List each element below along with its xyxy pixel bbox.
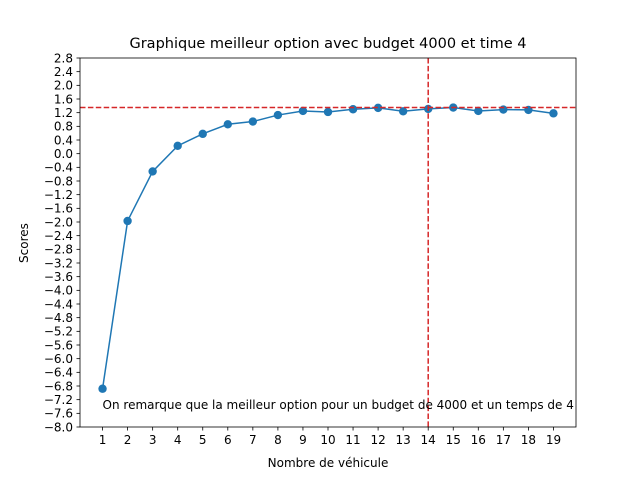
data-point [298,106,308,116]
y-tick-label: 1.6 [54,92,73,106]
y-tick-label: −5.2 [44,325,73,339]
y-tick-label: 2.4 [54,65,73,79]
x-tick-label: 18 [521,433,536,447]
y-tick-label: 2.8 [54,51,73,65]
y-tick-label: 0.0 [54,147,73,161]
data-point [348,105,358,114]
x-tick-label: 4 [174,433,182,447]
y-tick-label: 1.2 [54,106,73,120]
x-tick-label: 19 [546,433,561,447]
x-tick-label: 1 [99,433,107,447]
y-tick-label: −7.6 [44,407,73,421]
y-tick-label: 2.0 [54,79,73,93]
x-tick-label: 12 [370,433,385,447]
data-point [398,107,408,116]
x-tick-label: 2 [124,433,132,447]
x-axis-label: Nombre de véhicule [268,456,389,470]
x-tick-label: 15 [446,433,461,447]
chart-title: Graphique meilleur option avec budget 40… [129,36,526,52]
y-tick-label: −8.0 [44,420,73,434]
x-tick-label: 16 [471,433,486,447]
data-point [173,141,182,151]
data-point [123,216,132,226]
data-point [474,106,483,116]
data-point [323,107,333,117]
y-tick-label: −1.6 [44,202,73,216]
x-tick-label: 14 [421,433,436,447]
y-tick-label: 0.4 [54,133,73,147]
y-tick-label: −2.4 [44,229,73,243]
x-tick-label: 13 [396,433,411,447]
x-tick-label: 8 [274,433,282,447]
y-tick-label: −6.4 [44,366,73,380]
data-point [98,384,107,393]
y-tick-label: −4.8 [44,311,73,325]
y-tick-label: −0.4 [44,161,73,175]
y-tick-label: −4.0 [44,284,73,298]
y-tick-label: −6.8 [44,379,73,393]
data-point [148,167,157,176]
x-tick-label: 3 [149,433,157,447]
y-tick-label: 0.8 [54,120,73,134]
y-tick-label: −2.0 [44,215,73,229]
y-tick-label: −3.2 [44,256,73,270]
x-tick-label: 5 [199,433,207,447]
x-tick-label: 10 [320,433,335,447]
x-tick-label: 9 [299,433,307,447]
data-point [273,110,283,120]
data-point [549,109,558,118]
y-tick-label: −4.4 [44,297,73,311]
y-tick-label: −2.8 [44,243,73,257]
annotation-text: On remarque que la meilleur option pour … [103,398,574,412]
x-tick-label: 17 [496,433,511,447]
x-tick-label: 11 [345,433,360,447]
data-point [198,129,207,139]
y-tick-label: −0.8 [44,174,73,188]
y-tick-label: −7.2 [44,393,73,407]
data-point [223,120,232,129]
y-axis-label: Scores [17,223,31,263]
y-tick-label: −6.0 [44,352,73,366]
data-point [373,103,383,113]
x-tick-label: 7 [249,433,257,447]
data-point [499,105,508,114]
data-point [248,117,258,126]
y-tick-label: −5.6 [44,338,73,352]
x-tick-label: 6 [224,433,232,447]
y-tick-label: −3.6 [44,270,73,284]
y-tick-label: −1.2 [44,188,73,202]
